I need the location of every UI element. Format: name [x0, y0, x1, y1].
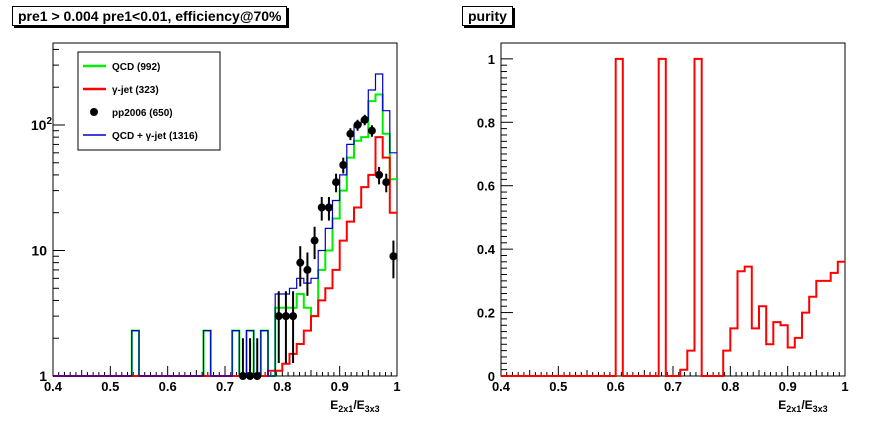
- data-point: [389, 252, 398, 261]
- y-tick-label: 1: [488, 52, 495, 67]
- right-chart-panel: 0.4 0.5 0.6 0.7 0.8 0.9 1 0 0.2 0.4 0.6 0.8 1 E2x1/E3…: [477, 42, 849, 414]
- data-point: [339, 160, 348, 169]
- left-chart-panel: 0.4 0.5 0.6 0.7 0.8 0.9 1 1 10 102 E2x1/E3x3 QCD (9…: [31, 42, 401, 414]
- y-tick-label: 0: [488, 369, 495, 384]
- data-point: [281, 312, 290, 321]
- x-tick-label: 0.5: [549, 379, 567, 394]
- y-tick-label: 0.6: [477, 179, 495, 194]
- y-tick-label: 102: [31, 116, 53, 133]
- legend-marker: [90, 108, 98, 116]
- data-point: [375, 170, 384, 179]
- x-tick-label: 0.9: [779, 379, 797, 394]
- data-point: [360, 115, 369, 124]
- data-point: [274, 312, 283, 321]
- y-tick-label: 0.2: [477, 306, 495, 321]
- data-point: [346, 129, 355, 138]
- data-point: [246, 372, 255, 380]
- series-line: [501, 57, 845, 377]
- x-tick-label: 0.7: [216, 379, 234, 394]
- x-tick-label: 0.6: [159, 379, 177, 394]
- data-point: [332, 178, 341, 187]
- y-tick-label: 1: [39, 368, 47, 384]
- legend-label: γ-jet (323): [112, 85, 159, 96]
- y-tick-label: 0.4: [477, 242, 496, 257]
- data-point: [303, 265, 312, 274]
- legend-label: QCD + γ-jet (1316): [112, 131, 198, 142]
- data-point: [382, 178, 391, 187]
- data-point: [353, 120, 362, 129]
- data-point: [289, 312, 298, 321]
- x-tick-label: 0.4: [44, 379, 63, 394]
- y-tick-label: 0.8: [477, 115, 495, 130]
- data-point: [296, 258, 305, 267]
- x-tick-label: 0.7: [664, 379, 682, 394]
- legend: QCD (992) γ-jet (323) pp2006 (650) QCD + γ-…: [77, 51, 221, 151]
- x-axis-title: E2x1/E3x3: [330, 398, 379, 414]
- x-tick-label: 0.5: [101, 379, 119, 394]
- data-point: [317, 203, 326, 212]
- left-chart-title: pre1 > 0.004 pre1<0.01, efficiency@70%: [12, 6, 288, 26]
- series-line: [53, 136, 397, 377]
- x-tick-label: 0.8: [273, 379, 291, 394]
- x-tick-label: 0.9: [331, 379, 349, 394]
- data-point: [238, 372, 247, 380]
- x-tick-label: 1: [841, 379, 848, 394]
- data-point: [310, 236, 319, 245]
- x-tick-label: 0.8: [721, 379, 739, 394]
- data-point: [324, 203, 333, 212]
- legend-box: [77, 51, 221, 151]
- legend-label: pp2006 (650): [112, 108, 173, 119]
- x-axis-title: E2x1/E3x3: [778, 398, 827, 414]
- data-point: [367, 126, 376, 135]
- legend-label: QCD (992): [112, 62, 160, 73]
- plot-frame: [500, 42, 846, 377]
- y-tick-label: 10: [31, 242, 47, 258]
- x-tick-label: 0.6: [607, 379, 625, 394]
- x-tick-label: 1: [393, 379, 400, 394]
- right-chart-title: purity: [462, 6, 513, 26]
- x-tick-label: 0.4: [492, 379, 511, 394]
- data-point: [253, 372, 262, 380]
